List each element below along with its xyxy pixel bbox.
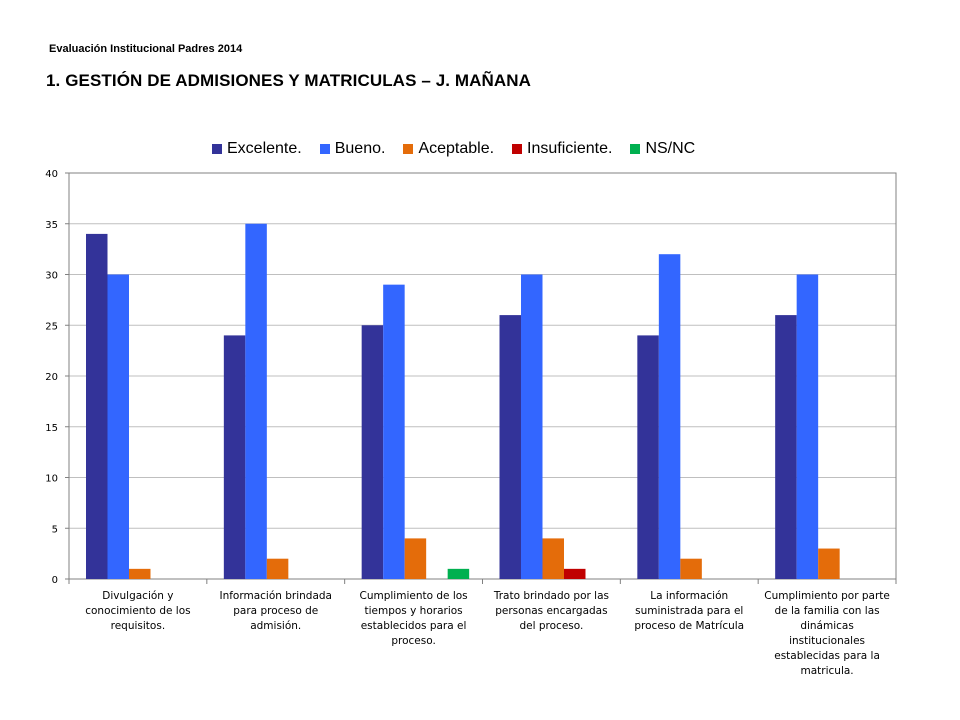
bar-bueno-1 (245, 223, 267, 579)
y-tick-label: 40 (45, 169, 58, 180)
y-tick-label: 35 (45, 220, 58, 231)
page-title: 1. GESTIÓN DE ADMISIONES Y MATRICULAS – … (46, 71, 532, 90)
legend-label: Insuficiente. (527, 140, 613, 157)
legend-item: Insuficiente. (512, 140, 612, 158)
legend-item: Bueno. (319, 140, 386, 158)
bar-aceptable-4 (680, 558, 702, 579)
legend-item: Excelente. (212, 140, 302, 158)
bar-insuficiente-3 (564, 568, 586, 579)
bar-bueno-5 (796, 274, 819, 579)
y-tick-label: 25 (45, 321, 58, 332)
bar-excelente-5 (775, 315, 797, 579)
bar-excelente-2 (361, 325, 384, 579)
y-tick-label: 15 (45, 423, 58, 434)
x-category-label: Trato brindado por las personas encargad… (493, 590, 609, 632)
x-category-label: Cumplimiento de los tiempos y horarios e… (359, 590, 468, 647)
x-category-label: Divulgación y conocimiento de los requis… (85, 590, 191, 632)
x-category-label: Información brindada para proceso de adm… (219, 590, 332, 632)
bar-bueno-0 (107, 274, 129, 579)
bar-bueno-4 (658, 254, 681, 579)
legend-swatch (212, 144, 222, 154)
bar-excelente-4 (637, 335, 659, 579)
y-tick-label: 10 (45, 474, 58, 485)
bar-aceptable-0 (129, 568, 151, 579)
bar-nsnc-2 (447, 568, 470, 579)
legend-label: Excelente. (227, 140, 302, 157)
x-category-label: La información suministrada para el proc… (634, 590, 745, 632)
y-tick-label: 30 (45, 271, 58, 282)
y-tick-label: 5 (52, 524, 58, 535)
legend-swatch (630, 144, 641, 154)
bar-aceptable-1 (266, 558, 289, 579)
legend-swatch (512, 144, 523, 154)
bar-excelente-0 (86, 233, 108, 579)
bar-aceptable-3 (542, 538, 564, 579)
bar-excelente-1 (223, 335, 246, 579)
y-tick-label: 20 (45, 372, 58, 383)
bar-aceptable-2 (404, 538, 427, 579)
legend-swatch (403, 144, 414, 154)
legend-label: NS/NC (645, 140, 696, 157)
legend-label: Bueno. (334, 140, 386, 157)
legend-swatch (319, 144, 330, 154)
bar-excelente-3 (499, 315, 521, 579)
bar-bueno-3 (521, 274, 543, 579)
legend-label: Aceptable. (418, 140, 495, 157)
bar-bueno-2 (383, 284, 405, 579)
x-category-label: Cumplimiento por parte de la familia con… (764, 590, 890, 677)
legend-item: NS/NC (630, 140, 695, 158)
y-tick-label: 0 (52, 575, 58, 586)
chart-legend: Excelente. Bueno. Aceptable. Insuficiente. N… (212, 138, 713, 160)
report-subtitle: Evaluación Institucional Padres 2014 (49, 43, 243, 55)
bar-aceptable-5 (818, 548, 840, 579)
legend-item: Aceptable. (403, 140, 494, 158)
